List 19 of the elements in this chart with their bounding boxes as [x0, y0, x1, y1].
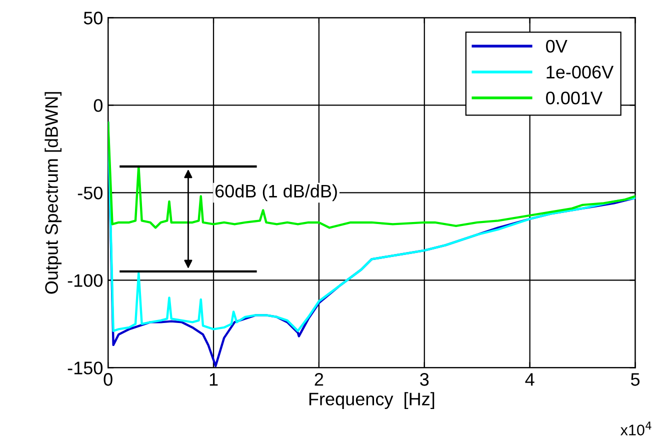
x-tick-label: 0: [104, 373, 112, 386]
y-tick-label: -150: [68, 362, 103, 374]
x-tick-label: 4: [525, 373, 534, 386]
text: x10$^{4}$: [620, 422, 652, 436]
legend-label: 1e-006V: [546, 66, 614, 79]
y-tick-label: -50: [78, 186, 103, 200]
x-tick-label: 3: [420, 373, 429, 386]
y-tick-label: -100: [68, 274, 103, 287]
x-tick-label: 1: [210, 373, 218, 386]
x-axis-title: Frequency [Hz]: [309, 392, 434, 409]
y-tick-label: 50: [84, 12, 103, 24]
legend-label: 0V: [546, 40, 568, 53]
annotation: 60dB (1 dB/dB): [215, 184, 337, 202]
y-tick-label: 0: [94, 99, 103, 112]
legend-label: 0.001V: [546, 92, 602, 104]
y-axis-title: Output Spectrum [dBWN]: [44, 92, 62, 294]
x-tick-label: 2: [314, 373, 324, 386]
x-tick-label: 5: [630, 373, 640, 386]
line-series: [108, 122, 636, 229]
